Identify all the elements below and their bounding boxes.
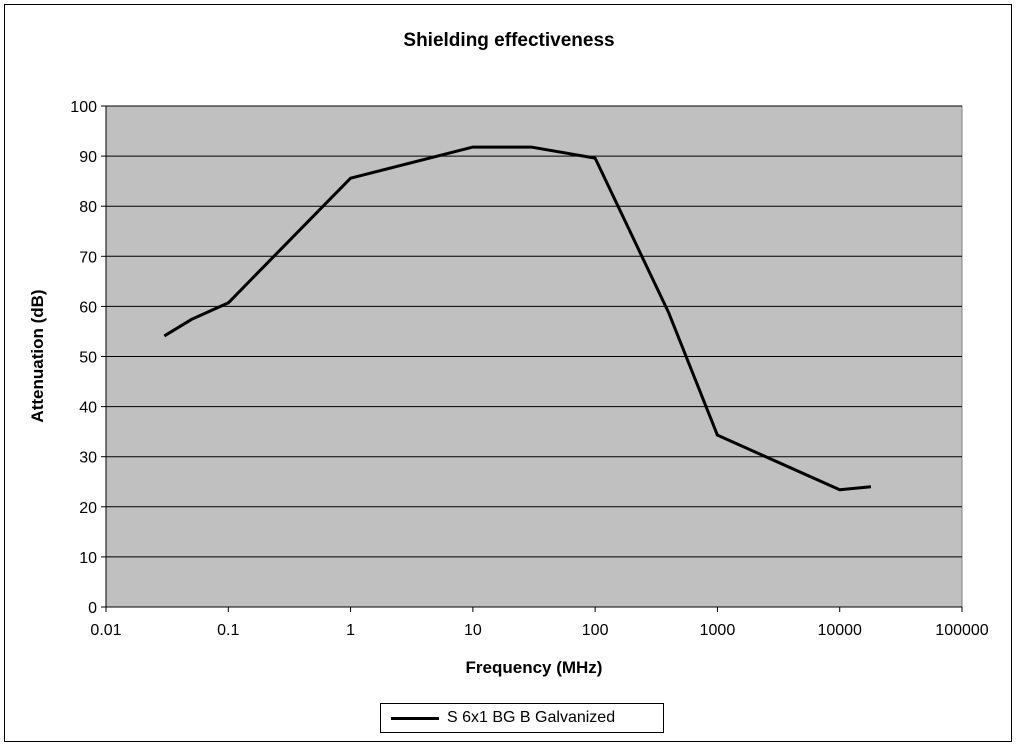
x-tick-label: 100000 bbox=[935, 622, 988, 639]
y-tick-label: 70 bbox=[79, 249, 97, 266]
y-tick-label: 80 bbox=[79, 199, 97, 216]
legend-label: S 6x1 BG B Galvanized bbox=[447, 709, 616, 726]
y-tick-label: 50 bbox=[79, 350, 97, 367]
x-tick-label: 1000 bbox=[700, 622, 736, 639]
x-axis-label: Frequency (MHz) bbox=[465, 658, 603, 677]
chart-frame bbox=[4, 4, 1012, 742]
y-tick-label: 30 bbox=[79, 450, 97, 467]
x-tick-label: 1 bbox=[346, 622, 355, 639]
x-tick-label: 0.1 bbox=[217, 622, 239, 639]
x-tick-label: 100 bbox=[582, 622, 609, 639]
legend: S 6x1 BG B Galvanized bbox=[380, 703, 664, 733]
y-tick-label: 90 bbox=[79, 149, 97, 166]
legend-swatch bbox=[391, 716, 439, 720]
x-tick-label: 0.01 bbox=[90, 622, 121, 639]
y-tick-label: 60 bbox=[79, 299, 97, 316]
series-line bbox=[163, 145, 872, 492]
y-tick-label: 100 bbox=[70, 99, 97, 116]
y-tick-label: 0 bbox=[88, 600, 97, 617]
y-tick-label: 40 bbox=[79, 400, 97, 417]
y-tick-label: 10 bbox=[79, 550, 97, 567]
x-tick-label: 10 bbox=[464, 622, 482, 639]
x-tick-label: 10000 bbox=[817, 622, 862, 639]
y-tick-label: 20 bbox=[79, 500, 97, 517]
chart-title: Shielding effectiveness bbox=[403, 30, 615, 51]
